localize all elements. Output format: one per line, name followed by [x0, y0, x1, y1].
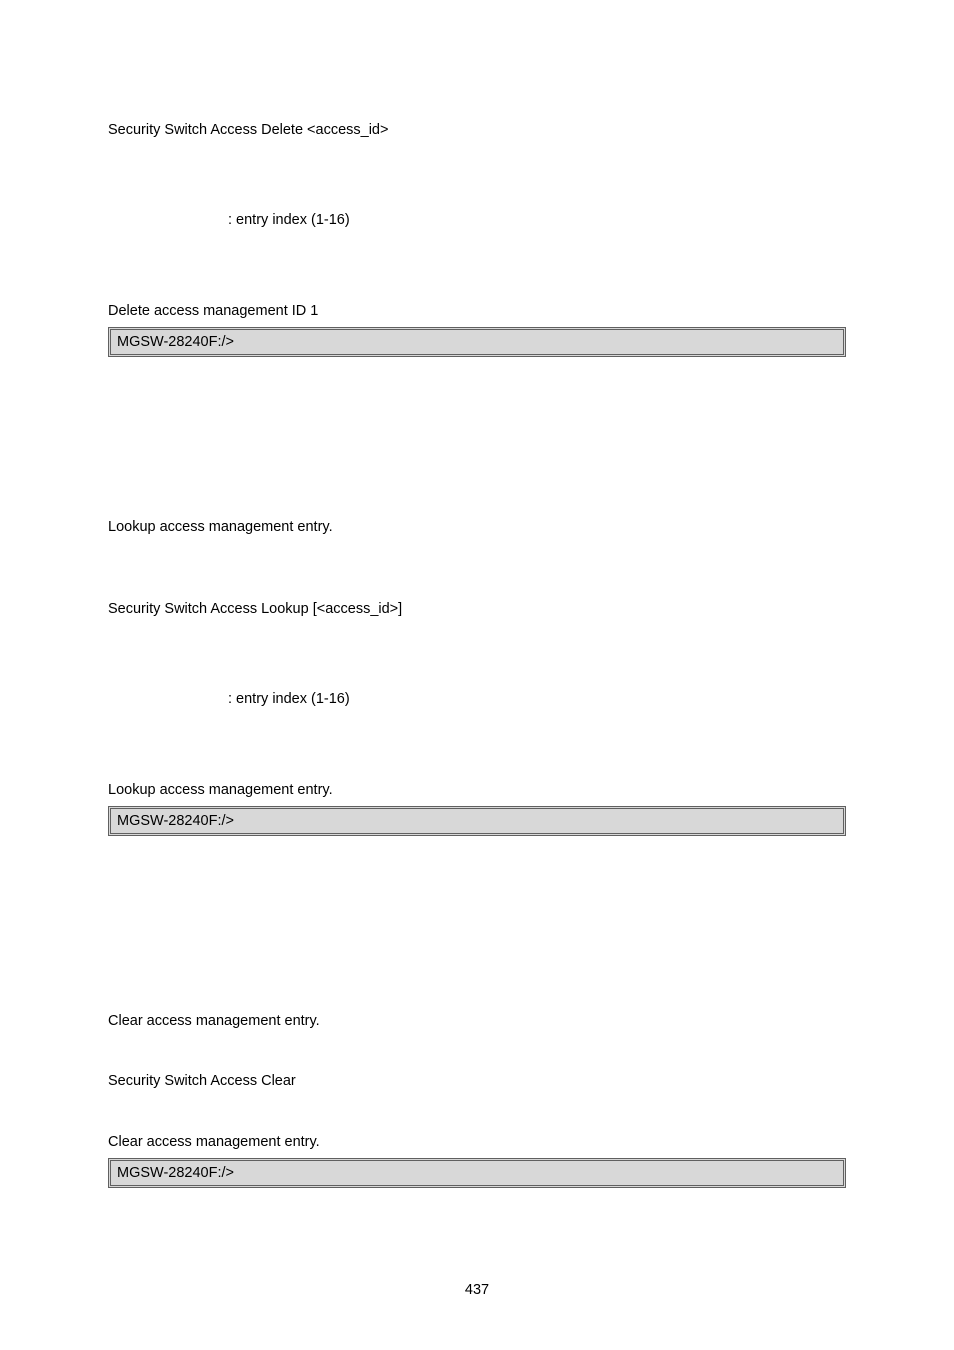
param-line: : entry index (1-16): [108, 210, 846, 230]
page-number: 437: [0, 1282, 954, 1298]
example-desc: Delete access management ID 1: [108, 301, 846, 321]
syntax-line: Security Switch Access Clear: [108, 1071, 846, 1091]
param-line: : entry index (1-16): [108, 689, 846, 709]
code-box: MGSW-28240F:/>: [108, 1158, 846, 1188]
syntax-line: Security Switch Access Lookup [<access_i…: [108, 599, 846, 619]
desc-line: Lookup access management entry.: [108, 517, 846, 537]
code-box: MGSW-28240F:/>: [108, 327, 846, 357]
page-content: Security Switch Access Delete <access_id…: [0, 0, 954, 1188]
example-desc: Clear access management entry.: [108, 1132, 846, 1152]
syntax-line: Security Switch Access Delete <access_id…: [108, 120, 846, 140]
code-box: MGSW-28240F:/>: [108, 806, 846, 836]
example-desc: Lookup access management entry.: [108, 780, 846, 800]
desc-line: Clear access management entry.: [108, 1011, 846, 1031]
